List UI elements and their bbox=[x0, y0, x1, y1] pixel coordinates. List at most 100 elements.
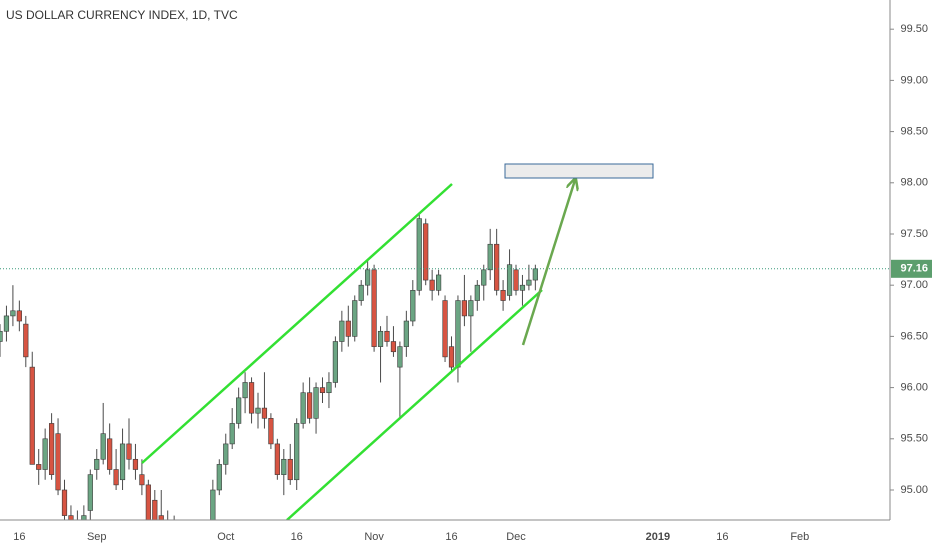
candle-body bbox=[345, 320, 351, 337]
target-zone bbox=[504, 163, 654, 179]
candle-body bbox=[306, 392, 313, 419]
x-tick-label: 16 bbox=[291, 531, 303, 543]
last-price-label: 97.16 bbox=[900, 263, 928, 275]
channel-upper bbox=[141, 183, 453, 464]
candle-body bbox=[319, 387, 326, 394]
candle-body bbox=[94, 458, 100, 470]
last-price-box bbox=[891, 259, 932, 278]
candle-body bbox=[100, 433, 106, 460]
candle-body bbox=[281, 458, 287, 475]
candle-body bbox=[410, 290, 416, 322]
candle-body bbox=[68, 515, 74, 520]
candle-body bbox=[526, 279, 532, 286]
candle-body bbox=[358, 284, 364, 301]
candle-body bbox=[390, 341, 397, 353]
candle-body bbox=[287, 458, 293, 481]
candle-body bbox=[468, 300, 474, 317]
candle-body bbox=[0, 330, 3, 342]
candle-body bbox=[519, 284, 526, 291]
candle-body bbox=[61, 489, 68, 516]
candle-body bbox=[145, 484, 151, 520]
candle-body bbox=[48, 423, 55, 475]
candle-body bbox=[255, 407, 261, 414]
x-tick-label: 16 bbox=[716, 531, 728, 543]
candle-body bbox=[16, 310, 22, 322]
candle-body bbox=[210, 489, 216, 520]
candle-body bbox=[352, 300, 358, 337]
candle-body bbox=[339, 320, 345, 342]
candle-body bbox=[139, 474, 145, 486]
x-tick-label: 16 bbox=[13, 531, 25, 543]
candle-body bbox=[236, 397, 242, 424]
candle-body bbox=[500, 290, 506, 301]
x-tick-label: Nov bbox=[364, 531, 384, 543]
candle-body bbox=[300, 392, 306, 424]
y-tick-label: 95.50 bbox=[900, 433, 928, 445]
candle-body bbox=[55, 433, 61, 491]
candle-body bbox=[332, 341, 339, 383]
y-tick-label: 99.00 bbox=[900, 74, 928, 86]
y-tick-label: 99.50 bbox=[900, 23, 928, 35]
chart-title: US DOLLAR CURRENCY INDEX, 1D, TVC bbox=[6, 8, 238, 22]
candle-body bbox=[377, 330, 384, 347]
candle-body bbox=[481, 269, 487, 286]
candle-body bbox=[416, 218, 422, 291]
candle-body bbox=[532, 268, 538, 281]
candle-body bbox=[242, 382, 248, 399]
candle-body bbox=[36, 464, 42, 470]
y-tick-label: 96.50 bbox=[900, 330, 928, 342]
candle-body bbox=[487, 243, 493, 271]
candle-body bbox=[455, 300, 461, 368]
candle-body bbox=[313, 387, 319, 419]
candle-body bbox=[429, 279, 435, 291]
y-tick-label: 95.00 bbox=[900, 484, 928, 496]
plot-area bbox=[0, 213, 890, 520]
candle-body bbox=[423, 223, 429, 281]
candle-body bbox=[448, 346, 455, 368]
candle-body bbox=[294, 423, 300, 481]
candle-body bbox=[87, 474, 93, 511]
candle-body bbox=[3, 315, 10, 332]
candle-body bbox=[268, 418, 274, 445]
candle-body bbox=[371, 269, 377, 347]
candle-body bbox=[403, 320, 409, 347]
candle-body bbox=[23, 323, 29, 358]
x-tick-label: Sep bbox=[87, 531, 107, 543]
projection-arrow bbox=[521, 180, 575, 346]
candle-body bbox=[461, 300, 468, 317]
x-tick-label: Oct bbox=[217, 531, 234, 543]
candle-body bbox=[10, 310, 16, 317]
drawings bbox=[141, 163, 654, 520]
candle-body bbox=[152, 499, 158, 520]
y-tick-label: 97.00 bbox=[900, 279, 928, 291]
candle-body bbox=[223, 443, 229, 465]
candle-body bbox=[506, 264, 513, 296]
candle-body bbox=[126, 443, 132, 460]
candle-body bbox=[397, 346, 403, 368]
candle-body bbox=[326, 382, 332, 394]
y-tick-label: 98.00 bbox=[900, 177, 928, 189]
candle-body bbox=[113, 469, 119, 486]
candle-body bbox=[42, 438, 48, 470]
candle-body bbox=[274, 443, 280, 475]
candle-body bbox=[435, 274, 442, 291]
candle-body bbox=[81, 515, 87, 520]
candle-body bbox=[494, 243, 500, 291]
y-tick-label: 97.50 bbox=[900, 228, 928, 240]
candle-body bbox=[365, 269, 371, 286]
candle-body bbox=[513, 269, 519, 291]
candle-body bbox=[216, 464, 222, 491]
candle-body bbox=[158, 515, 164, 520]
x-tick-label: 2019 bbox=[646, 531, 670, 543]
candle-body bbox=[474, 284, 480, 301]
candle-body bbox=[248, 382, 255, 414]
y-tick-label: 96.00 bbox=[900, 381, 928, 393]
candle-body bbox=[442, 300, 448, 358]
x-tick-label: 16 bbox=[445, 531, 457, 543]
x-tick-label: Feb bbox=[790, 531, 809, 543]
y-tick-label: 98.50 bbox=[900, 125, 928, 137]
candle-body bbox=[384, 330, 390, 342]
candle-body bbox=[29, 366, 35, 465]
